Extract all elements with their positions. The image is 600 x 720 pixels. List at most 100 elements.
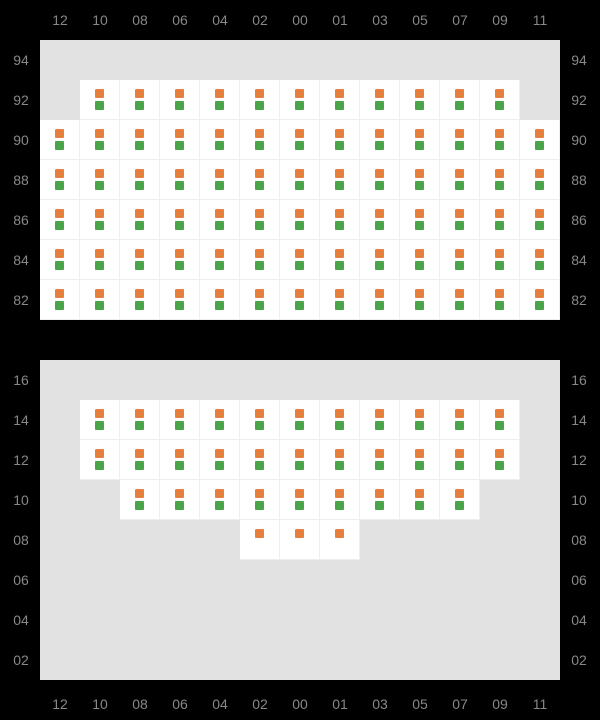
rack-cell[interactable]: [440, 240, 480, 280]
rack-cell[interactable]: [480, 400, 520, 440]
rack-cell[interactable]: [480, 280, 520, 320]
rack-cell[interactable]: [320, 440, 360, 480]
rack-cell[interactable]: [280, 480, 320, 520]
rack-cell[interactable]: [280, 120, 320, 160]
rack-cell[interactable]: [200, 400, 240, 440]
rack-cell[interactable]: [320, 80, 360, 120]
rack-cell[interactable]: [40, 200, 80, 240]
rack-cell[interactable]: [360, 160, 400, 200]
rack-cell[interactable]: [360, 280, 400, 320]
rack-cell[interactable]: [280, 160, 320, 200]
rack-cell[interactable]: [280, 520, 320, 560]
rack-cell[interactable]: [400, 480, 440, 520]
rack-cell[interactable]: [480, 240, 520, 280]
rack-cell[interactable]: [240, 280, 280, 320]
rack-cell[interactable]: [520, 200, 560, 240]
rack-cell[interactable]: [280, 440, 320, 480]
rack-cell[interactable]: [160, 440, 200, 480]
rack-cell[interactable]: [480, 440, 520, 480]
rack-cell[interactable]: [520, 160, 560, 200]
rack-cell[interactable]: [240, 400, 280, 440]
rack-cell[interactable]: [440, 400, 480, 440]
rack-cell[interactable]: [280, 240, 320, 280]
rack-cell[interactable]: [120, 400, 160, 440]
rack-cell[interactable]: [80, 80, 120, 120]
rack-cell[interactable]: [120, 120, 160, 160]
rack-cell[interactable]: [400, 400, 440, 440]
rack-cell[interactable]: [280, 80, 320, 120]
rack-cell[interactable]: [520, 120, 560, 160]
rack-cell[interactable]: [360, 240, 400, 280]
rack-cell[interactable]: [360, 400, 400, 440]
rack-cell[interactable]: [240, 240, 280, 280]
rack-cell[interactable]: [120, 200, 160, 240]
rack-cell[interactable]: [480, 80, 520, 120]
rack-cell[interactable]: [400, 160, 440, 200]
rack-cell[interactable]: [360, 120, 400, 160]
rack-cell[interactable]: [320, 160, 360, 200]
rack-cell[interactable]: [480, 200, 520, 240]
rack-cell[interactable]: [40, 280, 80, 320]
rack-cell[interactable]: [160, 200, 200, 240]
rack-cell[interactable]: [120, 480, 160, 520]
rack-cell[interactable]: [320, 120, 360, 160]
rack-cell[interactable]: [200, 200, 240, 240]
rack-cell[interactable]: [120, 160, 160, 200]
rack-cell[interactable]: [320, 400, 360, 440]
rack-cell[interactable]: [360, 440, 400, 480]
rack-cell[interactable]: [320, 480, 360, 520]
rack-cell[interactable]: [240, 80, 280, 120]
rack-cell[interactable]: [40, 160, 80, 200]
rack-cell[interactable]: [40, 120, 80, 160]
rack-cell[interactable]: [320, 200, 360, 240]
rack-cell[interactable]: [400, 440, 440, 480]
rack-cell[interactable]: [40, 240, 80, 280]
rack-cell[interactable]: [80, 440, 120, 480]
rack-cell[interactable]: [360, 480, 400, 520]
rack-cell[interactable]: [440, 280, 480, 320]
rack-cell[interactable]: [440, 160, 480, 200]
rack-cell[interactable]: [200, 480, 240, 520]
rack-cell[interactable]: [400, 80, 440, 120]
rack-cell[interactable]: [440, 480, 480, 520]
rack-cell[interactable]: [320, 280, 360, 320]
rack-cell[interactable]: [480, 120, 520, 160]
rack-cell[interactable]: [160, 80, 200, 120]
rack-cell[interactable]: [200, 120, 240, 160]
rack-cell[interactable]: [200, 240, 240, 280]
rack-cell[interactable]: [120, 280, 160, 320]
rack-cell[interactable]: [240, 160, 280, 200]
rack-cell[interactable]: [80, 240, 120, 280]
rack-cell[interactable]: [200, 160, 240, 200]
rack-cell[interactable]: [160, 280, 200, 320]
rack-cell[interactable]: [200, 80, 240, 120]
rack-cell[interactable]: [400, 280, 440, 320]
rack-cell[interactable]: [200, 440, 240, 480]
rack-cell[interactable]: [80, 160, 120, 200]
rack-cell[interactable]: [200, 280, 240, 320]
rack-cell[interactable]: [160, 120, 200, 160]
rack-cell[interactable]: [80, 400, 120, 440]
rack-cell[interactable]: [280, 280, 320, 320]
rack-cell[interactable]: [360, 80, 400, 120]
rack-cell[interactable]: [320, 240, 360, 280]
rack-cell[interactable]: [480, 160, 520, 200]
rack-cell[interactable]: [400, 240, 440, 280]
rack-cell[interactable]: [320, 520, 360, 560]
rack-cell[interactable]: [80, 200, 120, 240]
rack-cell[interactable]: [440, 200, 480, 240]
rack-cell[interactable]: [440, 120, 480, 160]
rack-cell[interactable]: [240, 480, 280, 520]
rack-cell[interactable]: [80, 280, 120, 320]
rack-cell[interactable]: [120, 240, 160, 280]
rack-cell[interactable]: [280, 200, 320, 240]
rack-cell[interactable]: [120, 80, 160, 120]
rack-cell[interactable]: [520, 240, 560, 280]
rack-cell[interactable]: [280, 400, 320, 440]
rack-cell[interactable]: [160, 160, 200, 200]
rack-cell[interactable]: [520, 280, 560, 320]
rack-cell[interactable]: [240, 120, 280, 160]
rack-cell[interactable]: [240, 440, 280, 480]
rack-cell[interactable]: [160, 400, 200, 440]
rack-cell[interactable]: [240, 200, 280, 240]
